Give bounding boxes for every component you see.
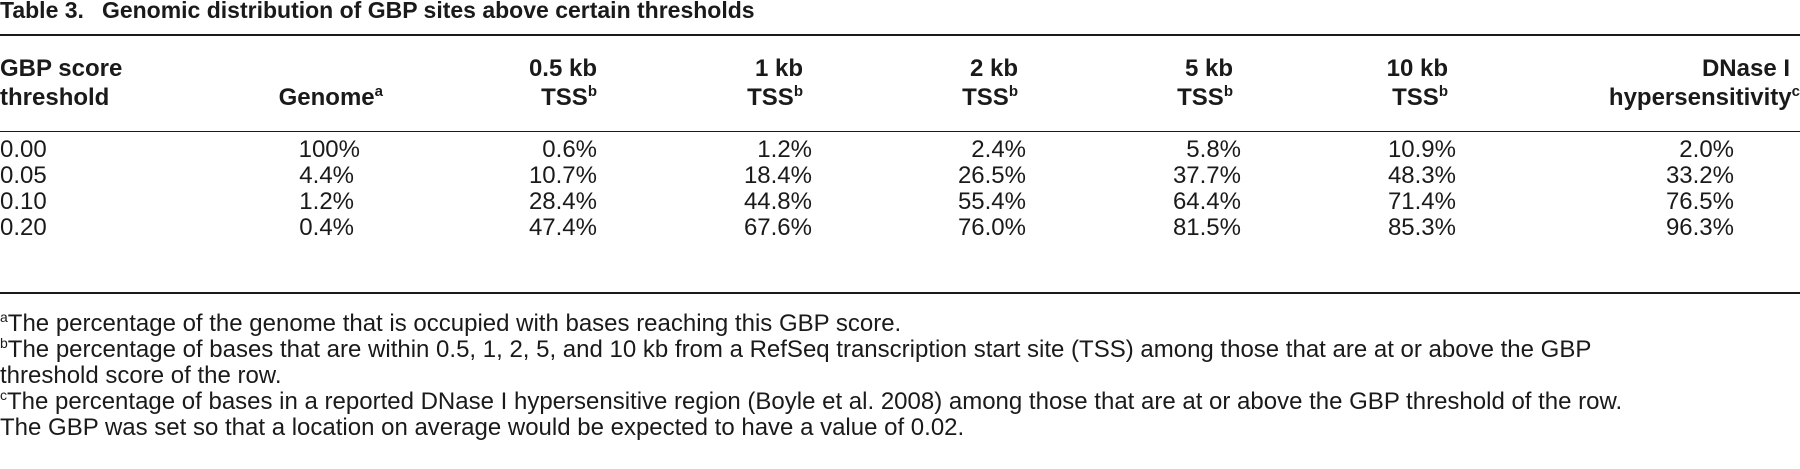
cell-tss05: 0.6% [542, 136, 597, 163]
footnote-text: The percentage of bases in a reported DN… [7, 388, 1623, 415]
footnote-c: cThe percentage of bases in a reported D… [0, 387, 1623, 415]
cell-dnase: 2.0% [1679, 136, 1734, 163]
header-tss05-line2: TSS [541, 84, 588, 111]
cell-tss05: 10.7% [528, 162, 597, 189]
cell-threshold: 0.10 [0, 188, 47, 215]
footnote-mark: a [374, 83, 383, 100]
footnote-text: threshold score of the row. [0, 362, 282, 389]
header-tss5: 5 kb TSSb [1177, 54, 1233, 112]
header-dnase-line2: hypersensitivity [1608, 84, 1792, 111]
footnote-mark: b [587, 83, 597, 100]
cell-dnase: 33.2% [1665, 162, 1734, 189]
cell-threshold: 0.20 [0, 214, 47, 241]
footnote-mark: b [1223, 83, 1233, 100]
header-genome-text: Genome [278, 84, 375, 111]
header-tss5-line2: TSS [1177, 84, 1224, 111]
footnote-mark: c [0, 387, 7, 403]
footnote-mark: b [0, 335, 8, 351]
cell-tss2: 76.0% [957, 214, 1026, 241]
cell-tss5: 64.4% [1172, 188, 1241, 215]
footnote-text: The GBP was set so that a location on av… [0, 414, 965, 441]
table-title: Genomic distribution of GBP sites above … [101, 0, 755, 23]
cell-tss1: 1.2% [757, 136, 812, 163]
footnote-mark: b [793, 83, 803, 100]
header-dnase-line1: DNase I [1701, 55, 1790, 82]
header-tss1-line1: 1 kb [754, 55, 803, 82]
header-tss05-line1: 0.5 kb [528, 55, 597, 82]
cell-tss10: 71.4% [1387, 188, 1456, 215]
header-tss10: 10 kb TSSb [1387, 54, 1448, 112]
header-rule [0, 131, 1800, 132]
cell-tss10: 85.3% [1387, 214, 1456, 241]
header-tss2: 2 kb TSSb [962, 54, 1018, 112]
header-threshold-line1: GBP score [0, 55, 123, 82]
cell-tss2: 26.5% [957, 162, 1026, 189]
footnote-a: aThe percentage of the genome that is oc… [0, 309, 902, 337]
header-tss10-line2: TSS [1392, 84, 1439, 111]
cell-tss1: 18.4% [743, 162, 812, 189]
cell-dnase: 76.5% [1665, 188, 1734, 215]
table-caption: Table 3. Genomic distribution of GBP site… [0, 0, 755, 24]
cell-genome: 1.2% [299, 188, 354, 215]
top-rule [0, 34, 1800, 36]
cell-tss2: 55.4% [957, 188, 1026, 215]
cell-tss10: 10.9% [1387, 136, 1456, 163]
cell-dnase: 96.3% [1665, 214, 1734, 241]
footnote-mark: b [1438, 83, 1448, 100]
cell-tss5: 37.7% [1172, 162, 1241, 189]
header-threshold-line2: threshold [0, 84, 110, 111]
cell-tss10: 48.3% [1387, 162, 1456, 189]
cell-tss5: 5.8% [1186, 136, 1241, 163]
footnote-mark: b [1008, 83, 1018, 100]
cell-genome: 4.4% [299, 162, 354, 189]
footnote-b-cont: threshold score of the row. [0, 363, 281, 388]
cell-genome: 0.4% [299, 214, 354, 241]
footnote-mark: a [0, 309, 8, 325]
footnote-c-cont: The GBP was set so that a location on av… [0, 415, 964, 440]
cell-tss05: 28.4% [528, 188, 597, 215]
footnote-mark: c [1791, 83, 1800, 100]
footnote-text: The percentage of the genome that is occ… [7, 310, 902, 337]
header-tss2-line2: TSS [962, 84, 1009, 111]
header-threshold: GBP score threshold [0, 54, 122, 112]
cell-tss5: 81.5% [1172, 214, 1241, 241]
footnote-b: bThe percentage of bases that are within… [0, 335, 1592, 363]
bottom-rule [0, 292, 1800, 294]
header-tss1: 1 kb TSSb [747, 54, 803, 112]
cell-tss1: 44.8% [743, 188, 812, 215]
cell-threshold: 0.00 [0, 136, 47, 163]
cell-tss2: 2.4% [971, 136, 1026, 163]
cell-tss1: 67.6% [743, 214, 812, 241]
header-tss2-line1: 2 kb [969, 55, 1018, 82]
cell-tss05: 47.4% [528, 214, 597, 241]
header-tss05: 0.5 kb TSSb [529, 54, 597, 112]
header-genome: Genomea [279, 54, 383, 112]
header-dnase: DNase I hypersensitivityc [1609, 54, 1800, 112]
header-tss1-line2: TSS [747, 84, 794, 111]
header-tss5-line1: 5 kb [1184, 55, 1233, 82]
cell-genome: 100% [298, 136, 360, 163]
footnote-text: The percentage of bases that are within … [7, 336, 1592, 363]
cell-threshold: 0.05 [0, 162, 47, 189]
table-label: Table 3. [0, 0, 84, 23]
header-tss10-line1: 10 kb [1386, 55, 1448, 82]
